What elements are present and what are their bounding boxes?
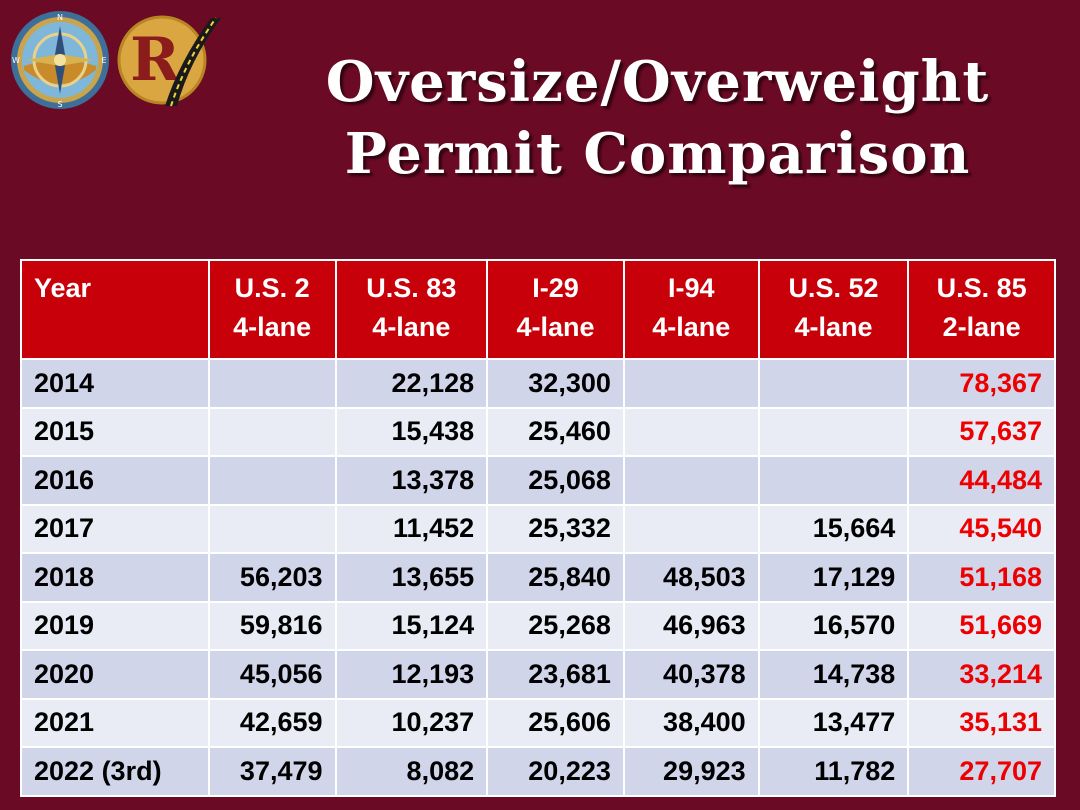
us83-cell: 15,124 [334, 600, 489, 651]
us2-cell [207, 406, 337, 457]
column-header-us2: U.S. 2 4-lane [207, 259, 337, 360]
road-r-icon: R [117, 15, 221, 107]
i94-cell: 48,503 [622, 552, 760, 603]
us83-cell: 12,193 [334, 649, 489, 700]
title-line-2: Permit Comparison [344, 121, 971, 187]
us83-cell: 15,438 [334, 406, 489, 457]
compass-logo: N E S W [10, 10, 110, 110]
us52-cell: 11,782 [757, 746, 910, 797]
i94-cell: 40,378 [622, 649, 760, 700]
us2-cell [207, 358, 337, 409]
us2-cell: 45,056 [207, 649, 337, 700]
us52-cell: 16,570 [757, 600, 910, 651]
i94-cell: 29,923 [622, 746, 760, 797]
us85-cell: 33,214 [907, 649, 1056, 700]
year-cell: 2018 [20, 552, 210, 603]
table-header-row: Year U.S. 2 4-lane U.S. 83 4-lane I-29 4-la… [20, 259, 1056, 360]
page-title: Oversize/Overweight Permit Comparison [250, 46, 1065, 190]
year-cell: 2020 [20, 649, 210, 700]
us83-cell: 8,082 [334, 746, 489, 797]
us83-cell: 10,237 [334, 697, 489, 748]
us85-cell: 78,367 [907, 358, 1056, 409]
permit-comparison-table: Year U.S. 2 4-lane U.S. 83 4-lane I-29 4-la… [20, 259, 1056, 797]
table-row: 2017 11,452 25,332 15,664 45,540 [20, 503, 1056, 554]
i94-cell: 38,400 [622, 697, 760, 748]
year-cell: 2016 [20, 455, 210, 506]
i29-cell: 25,606 [486, 697, 625, 748]
i29-cell: 25,460 [486, 406, 625, 457]
us52-cell [757, 455, 910, 506]
column-header-us85: U.S. 85 2-lane [907, 259, 1056, 360]
i29-cell: 25,268 [486, 600, 625, 651]
i29-cell: 25,332 [486, 503, 625, 554]
svg-text:E: E [101, 56, 106, 65]
us52-cell [757, 358, 910, 409]
table-row: 2015 15,438 25,460 57,637 [20, 406, 1056, 457]
year-cell: 2021 [20, 697, 210, 748]
year-cell: 2017 [20, 503, 210, 554]
year-cell: 2022 (3rd) [20, 746, 210, 797]
us2-cell: 37,479 [207, 746, 337, 797]
i94-cell [622, 455, 760, 506]
us85-cell: 57,637 [907, 406, 1056, 457]
us2-cell: 56,203 [207, 552, 337, 603]
table-row: 2019 59,816 15,124 25,268 46,963 16,570 … [20, 600, 1056, 651]
svg-text:N: N [57, 13, 63, 22]
table-row: 2018 56,203 13,655 25,840 48,503 17,129 … [20, 552, 1056, 603]
column-header-us52: U.S. 52 4-lane [757, 259, 910, 360]
us83-cell: 11,452 [334, 503, 489, 554]
us83-cell: 13,655 [334, 552, 489, 603]
year-cell: 2015 [20, 406, 210, 457]
column-header-i29: I-29 4-lane [486, 259, 625, 360]
i29-cell: 32,300 [486, 358, 625, 409]
column-header-i94: I-94 4-lane [622, 259, 760, 360]
us83-cell: 13,378 [334, 455, 489, 506]
year-cell: 2019 [20, 600, 210, 651]
table-row: 2014 22,128 32,300 78,367 [20, 358, 1056, 409]
i29-cell: 23,681 [486, 649, 625, 700]
svg-text:S: S [57, 100, 62, 109]
i29-cell: 25,068 [486, 455, 625, 506]
us52-cell: 17,129 [757, 552, 910, 603]
us85-cell: 35,131 [907, 697, 1056, 748]
compass-icon: N E S W [11, 11, 109, 109]
road-logo: R [117, 12, 223, 108]
column-header-us83: U.S. 83 4-lane [334, 259, 489, 360]
us2-cell: 42,659 [207, 697, 337, 748]
table-row: 2016 13,378 25,068 44,484 [20, 455, 1056, 506]
i94-cell [622, 406, 760, 457]
us83-cell: 22,128 [334, 358, 489, 409]
title-line-1: Oversize/Overweight [325, 49, 990, 115]
column-header-year: Year [20, 259, 210, 360]
us85-cell: 51,669 [907, 600, 1056, 651]
year-cell: 2014 [20, 358, 210, 409]
svg-text:W: W [12, 56, 20, 65]
us85-cell: 27,707 [907, 746, 1056, 797]
i94-cell [622, 503, 760, 554]
us85-cell: 45,540 [907, 503, 1056, 554]
us52-cell: 15,664 [757, 503, 910, 554]
us52-cell [757, 406, 910, 457]
us2-cell [207, 455, 337, 506]
us85-cell: 44,484 [907, 455, 1056, 506]
table-row: 2020 45,056 12,193 23,681 40,378 14,738 … [20, 649, 1056, 700]
table-row: 2021 42,659 10,237 25,606 38,400 13,477 … [20, 697, 1056, 748]
svg-text:R: R [130, 25, 181, 95]
us85-cell: 51,168 [907, 552, 1056, 603]
i29-cell: 25,840 [486, 552, 625, 603]
i94-cell [622, 358, 760, 409]
i29-cell: 20,223 [486, 746, 625, 797]
us2-cell: 59,816 [207, 600, 337, 651]
i94-cell: 46,963 [622, 600, 760, 651]
us2-cell [207, 503, 337, 554]
table-row: 2022 (3rd) 37,479 8,082 20,223 29,923 11… [20, 746, 1056, 797]
us52-cell: 13,477 [757, 697, 910, 748]
us52-cell: 14,738 [757, 649, 910, 700]
